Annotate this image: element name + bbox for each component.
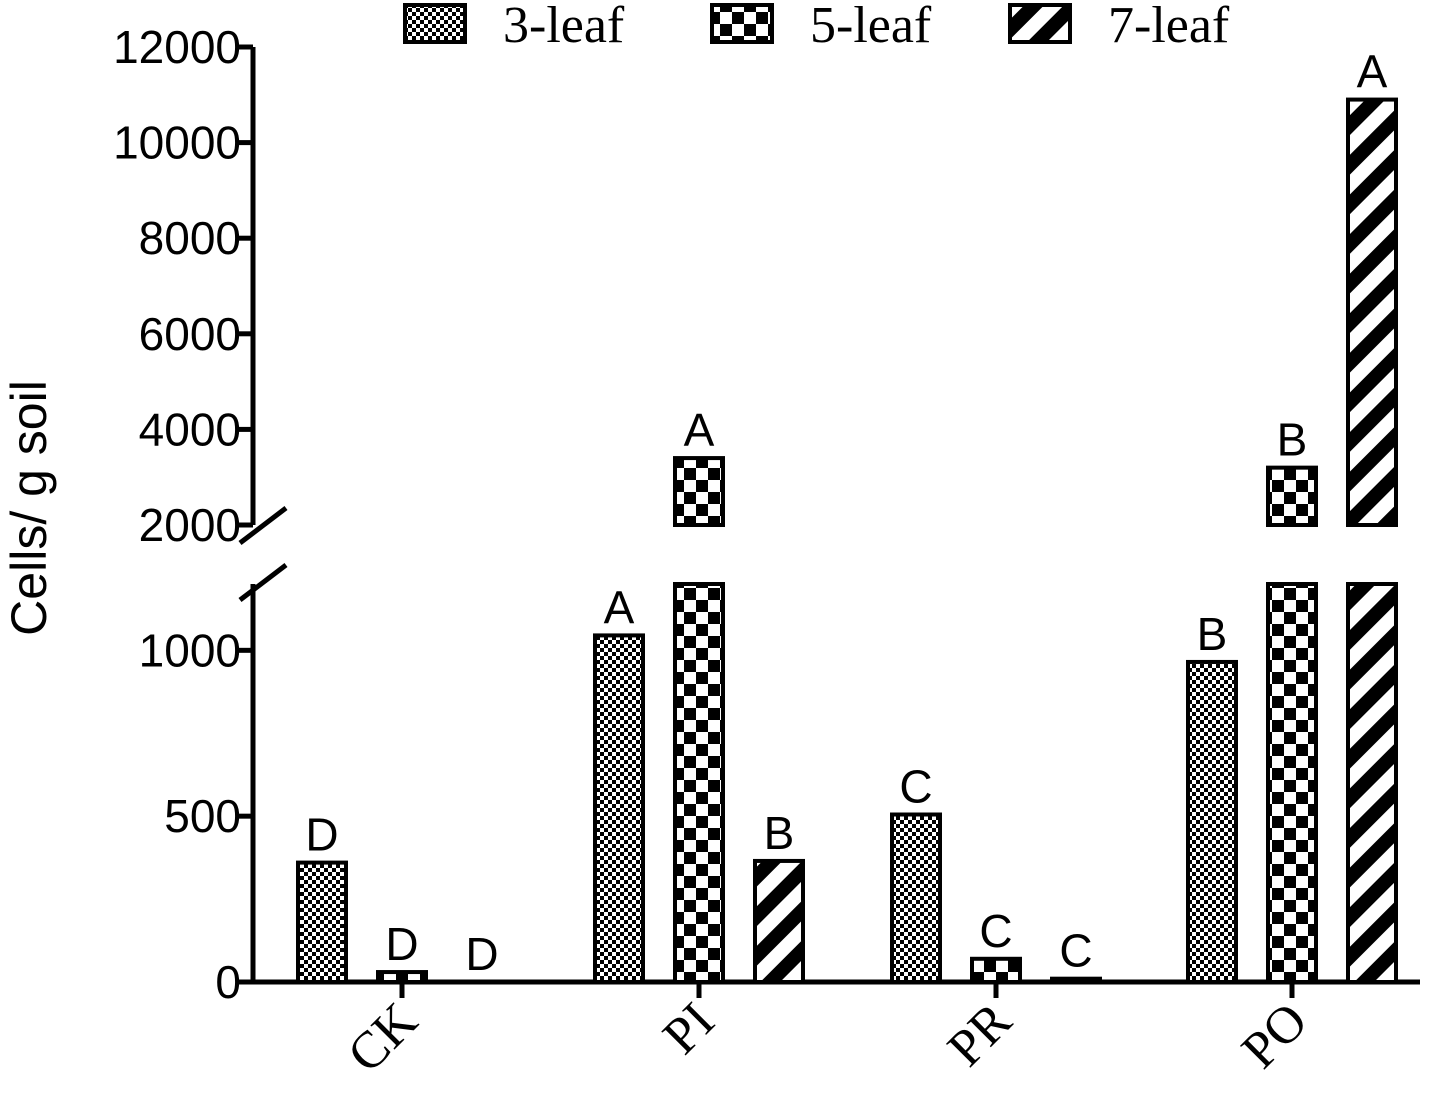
y-tick-label: 1000 bbox=[139, 624, 241, 676]
legend-label: 5-leaf bbox=[810, 0, 932, 54]
significance-letter: A bbox=[1357, 46, 1388, 98]
y-tick-label: 4000 bbox=[139, 403, 241, 455]
legend: 3-leaf 5-leaf 7-leaf bbox=[403, 0, 1230, 54]
bar-5-leaf-PI-upper bbox=[673, 456, 725, 527]
legend-swatch-7-leaf bbox=[1008, 3, 1072, 44]
x-tick-label: PI bbox=[652, 992, 725, 1065]
x-tick-label: PR bbox=[937, 992, 1023, 1078]
significance-labels: D A C B D A C B D B C A bbox=[305, 46, 1387, 980]
significance-letter: B bbox=[1197, 608, 1228, 660]
y-tick-label: 6000 bbox=[139, 308, 241, 360]
bar-7-leaf-PO-upper bbox=[1346, 97, 1398, 528]
bar-3-leaf-PR bbox=[890, 812, 942, 985]
legend-label: 3-leaf bbox=[503, 0, 625, 54]
significance-letter: B bbox=[1277, 414, 1308, 466]
significance-letter: D bbox=[465, 928, 498, 980]
bar-5-leaf-PI-lower bbox=[673, 582, 725, 984]
legend-label: 7-leaf bbox=[1108, 0, 1230, 54]
bar-3-leaf-PI bbox=[593, 633, 645, 984]
bars bbox=[296, 97, 1398, 985]
y-tick-label: 500 bbox=[164, 790, 241, 842]
bar-7-leaf-PR bbox=[1050, 976, 1102, 985]
legend-swatch-5-leaf bbox=[710, 3, 774, 44]
bar-7-leaf-PI bbox=[753, 858, 805, 984]
axis-break-mark bbox=[238, 563, 288, 602]
significance-letter: C bbox=[899, 761, 932, 813]
y-axis-label: Cells/ g soil bbox=[1, 380, 57, 636]
bar-3-leaf-CK bbox=[296, 860, 348, 984]
bar-5-leaf-PR bbox=[970, 956, 1022, 984]
significance-letter: A bbox=[604, 581, 635, 633]
bar-5-leaf-CK bbox=[376, 970, 428, 984]
y-tick-label: 10000 bbox=[113, 117, 241, 169]
bar-3-leaf-PO bbox=[1186, 659, 1238, 984]
y-tick-label: 0 bbox=[215, 956, 241, 1008]
legend-swatch-3-leaf bbox=[403, 3, 467, 44]
significance-letter: D bbox=[385, 918, 418, 970]
significance-letter: B bbox=[764, 807, 795, 859]
significance-letter: A bbox=[684, 404, 715, 456]
y-tick-label: 8000 bbox=[139, 212, 241, 264]
y-tick-label: 2000 bbox=[139, 499, 241, 551]
bar-7-leaf-PO-lower bbox=[1346, 582, 1398, 984]
bar-5-leaf-PO-upper bbox=[1266, 465, 1318, 528]
significance-letter: C bbox=[1059, 925, 1092, 977]
axis-break-mark bbox=[238, 506, 288, 545]
x-tick-label: CK bbox=[337, 992, 429, 1084]
significance-letter: D bbox=[305, 809, 338, 861]
y-tick-label: 12000 bbox=[113, 21, 241, 73]
x-tick-label: PO bbox=[1231, 992, 1318, 1079]
bar-5-leaf-PO-lower bbox=[1266, 582, 1318, 984]
significance-letter: C bbox=[979, 905, 1012, 957]
